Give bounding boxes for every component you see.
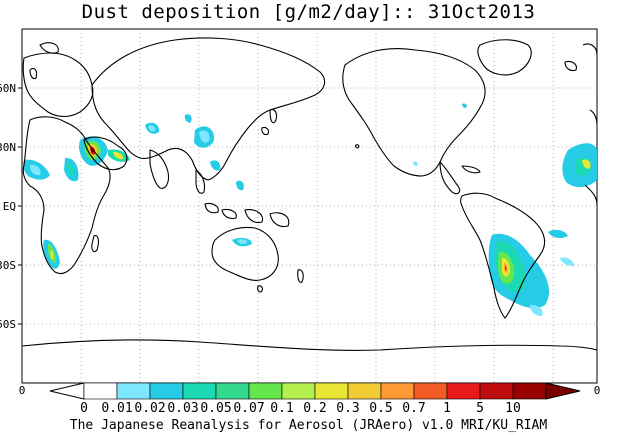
- lat-label-60n: 60N: [0, 82, 16, 95]
- colorbar-box: [215, 382, 250, 400]
- colorbar-label: 0.02: [134, 401, 165, 416]
- colorbar-box: [83, 382, 118, 400]
- colorbar-label: 0.3: [336, 401, 359, 416]
- lat-label-60s: 60S: [0, 318, 16, 331]
- footer-credit: The Japanese Reanalysis for Aerosol (JRA…: [69, 418, 548, 433]
- colorbar-box: [182, 382, 217, 400]
- lon-label-right: 0: [594, 384, 601, 397]
- colorbar-label: 0.05: [200, 401, 231, 416]
- colorbar-overflow-triangle: [545, 382, 581, 400]
- lat-label-30n: 30N: [0, 141, 16, 154]
- colorbar-box: [446, 382, 481, 400]
- graticule: [22, 29, 597, 383]
- map-frame: [21, 28, 598, 384]
- latitude-labels: 60N 30N EQ 30S 60S: [0, 82, 16, 331]
- colorbar-label: 0.03: [167, 401, 198, 416]
- colorbar-box: [116, 382, 151, 400]
- lon-label-left: 0: [19, 384, 26, 397]
- coastlines: [21, 37, 598, 351]
- colorbar-label: 0.2: [303, 401, 326, 416]
- map-title: Dust deposition [g/m2/day]:: 31Oct2013: [81, 1, 536, 23]
- lat-label-30s: 30S: [0, 259, 16, 272]
- colorbar-box: [281, 382, 316, 400]
- colorbar-box: [413, 382, 448, 400]
- lat-label-eq: EQ: [3, 200, 16, 213]
- colorbar-box: [248, 382, 283, 400]
- colorbar-label: 5: [476, 401, 484, 416]
- colorbar-underflow-triangle: [49, 382, 85, 400]
- colorbar-label: 10: [505, 401, 521, 416]
- colorbar-box: [314, 382, 349, 400]
- colorbar-label: 0: [80, 401, 88, 416]
- colorbar-label: 0.1: [270, 401, 293, 416]
- colorbar-label: 0.07: [233, 401, 264, 416]
- colorbar-labels: 0 0.01 0.02 0.03 0.05 0.07 0.1 0.2 0.3 0.5 0.7 1 5 10: [80, 401, 521, 416]
- axis-ticks: [18, 87, 22, 325]
- colorbar-label: 0.7: [402, 401, 425, 416]
- colorbar-box: [380, 382, 415, 400]
- colorbar-box: [347, 382, 382, 400]
- colorbar-box: [512, 382, 547, 400]
- colorbar: [49, 382, 581, 400]
- colorbar-box: [479, 382, 514, 400]
- colorbar-label: 1: [443, 401, 451, 416]
- colorbar-label: 0.01: [101, 401, 132, 416]
- colorbar-box: [149, 382, 184, 400]
- colorbar-label: 0.5: [369, 401, 392, 416]
- dust-fields: [23, 103, 597, 316]
